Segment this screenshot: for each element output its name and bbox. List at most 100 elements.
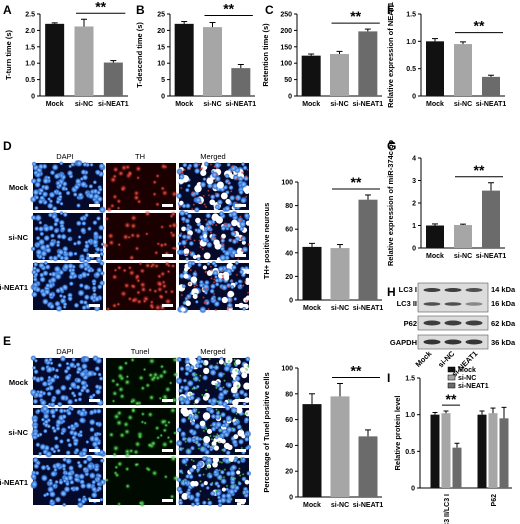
- cell-dot: [130, 283, 137, 290]
- cell-dot: [238, 214, 242, 219]
- cell-dot: [37, 198, 44, 205]
- cell-dot: [60, 233, 67, 241]
- cell-dot: [231, 219, 238, 227]
- cell-dot: [55, 287, 62, 294]
- cell-dot: [91, 479, 97, 485]
- cell-dot: [85, 272, 91, 277]
- cell-dot: [215, 400, 219, 404]
- cell-dot: [49, 233, 56, 239]
- cell-dot: [127, 235, 132, 240]
- cell-dot: [94, 365, 101, 372]
- band-lc3-i: [423, 288, 441, 292]
- cell-dot: [185, 238, 189, 242]
- y-axis-label: Relative expression of NEAT1: [386, 2, 395, 108]
- cell-dot: [203, 394, 207, 398]
- cell-dot: [76, 460, 81, 465]
- y-tick-label: 1.5: [406, 12, 416, 19]
- cell-dot: [92, 355, 99, 362]
- cell-dot: [228, 194, 236, 202]
- cell-dot: [201, 295, 206, 300]
- cell-dot: [65, 190, 71, 196]
- cell-dot: [214, 308, 218, 312]
- cell-dot: [82, 161, 88, 168]
- cell-dot: [46, 391, 52, 397]
- cell-dot: [185, 202, 191, 209]
- cell-dot: [217, 371, 225, 379]
- bar-mock: [477, 414, 487, 488]
- cell-dot: [185, 300, 191, 307]
- bar-mock: [45, 23, 65, 97]
- cell-dot: [64, 187, 69, 192]
- scale-bar: [162, 399, 173, 402]
- cell-dot: [201, 247, 205, 251]
- cell-dot: [239, 237, 243, 241]
- cell-dot: [151, 469, 159, 477]
- chart-i: 0 0.5 1.0 1.5 Relative protein level LC3 II/L…: [393, 366, 512, 524]
- cell-dot: [53, 435, 59, 441]
- cell-dot: [232, 421, 238, 427]
- cell-dot: [137, 433, 143, 440]
- cell-dot: [123, 221, 132, 229]
- cell-dot: [86, 462, 94, 470]
- cell-dot: [136, 199, 142, 205]
- cell-dot: [87, 239, 92, 244]
- cell-dot: [242, 412, 246, 416]
- micrograph-e-tile: [175, 355, 252, 408]
- cell-dot: [116, 264, 123, 271]
- bar-mock: [426, 41, 444, 96]
- cell-dot: [68, 164, 73, 169]
- cell-dot: [206, 461, 210, 465]
- cell-dot: [189, 250, 193, 254]
- significance-stars: **: [474, 162, 485, 178]
- micrograph-e-tile: [29, 355, 104, 408]
- cell-dot: [158, 294, 165, 300]
- cell-dot: [219, 246, 226, 252]
- cell-dot: [54, 368, 60, 373]
- bar-mock: [302, 404, 322, 497]
- cell-dot: [194, 228, 199, 233]
- cell-dot: [46, 386, 51, 391]
- y-tick-label: 2.0: [25, 28, 35, 35]
- cell-dot: [215, 488, 219, 493]
- cell-dot: [164, 385, 172, 393]
- cell-dot: [225, 389, 230, 393]
- cell-dot: [236, 257, 240, 261]
- cell-dot: [130, 407, 137, 414]
- cell-dot: [45, 365, 54, 374]
- scale-bar: [162, 499, 173, 502]
- x-tick-label: Mock: [302, 101, 320, 108]
- y-tick-label: 25: [157, 12, 165, 19]
- cell-dot: [212, 164, 217, 169]
- cell-dot: [205, 212, 212, 219]
- cell-dot: [54, 496, 62, 504]
- cell-dot: [156, 286, 164, 293]
- cell-dot: [112, 166, 120, 173]
- cell-dot: [229, 497, 234, 501]
- cell-dot: [163, 474, 169, 480]
- cell-dot: [104, 216, 110, 222]
- cell-dot: [212, 280, 216, 285]
- cell-dot: [95, 215, 102, 222]
- cell-dot: [92, 371, 98, 377]
- cell-dot: [150, 440, 157, 447]
- cell-dot: [213, 364, 220, 371]
- cell-dot: [216, 296, 223, 302]
- cell-dot: [187, 282, 192, 286]
- scale-bar: [235, 204, 246, 207]
- cell-dot: [208, 364, 215, 370]
- cell-dot: [161, 279, 167, 285]
- cell-dot: [233, 434, 239, 440]
- cell-dot: [212, 365, 216, 369]
- cell-dot: [217, 502, 223, 508]
- blot-size-36kda: 36 kDa: [491, 338, 516, 347]
- cell-dot: [175, 439, 183, 447]
- cell-dot: [222, 242, 226, 246]
- cell-dot: [189, 268, 193, 272]
- cell-dot: [234, 197, 239, 201]
- cell-dot: [172, 430, 178, 436]
- cell-dot: [225, 381, 233, 389]
- cell-dot: [230, 279, 234, 283]
- bar-mock: [430, 414, 440, 488]
- bar-si-neat1: [358, 436, 378, 497]
- cell-dot: [148, 302, 155, 309]
